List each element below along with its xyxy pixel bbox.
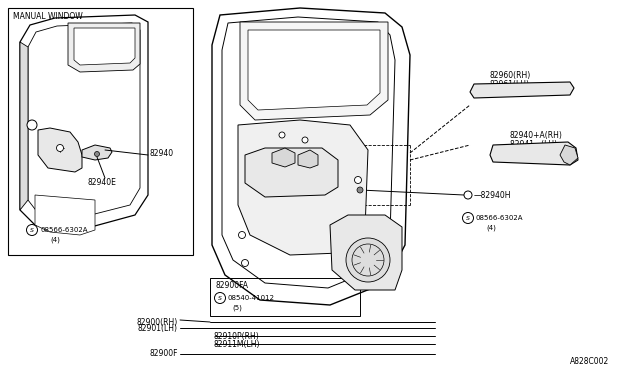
Polygon shape (8, 8, 193, 255)
Text: 82900F: 82900F (150, 350, 178, 359)
Polygon shape (82, 145, 112, 160)
Polygon shape (238, 120, 368, 255)
Circle shape (463, 212, 474, 224)
Text: MANUAL WINDOW: MANUAL WINDOW (13, 12, 83, 20)
Text: 82900(RH): 82900(RH) (137, 317, 178, 327)
Polygon shape (20, 15, 148, 230)
Polygon shape (272, 148, 295, 167)
Polygon shape (330, 215, 402, 290)
Circle shape (302, 137, 308, 143)
Polygon shape (74, 28, 135, 65)
Polygon shape (68, 23, 140, 72)
Polygon shape (298, 150, 318, 168)
Text: 08566-6302A: 08566-6302A (476, 215, 524, 221)
Text: 82961(LH): 82961(LH) (490, 80, 530, 89)
Polygon shape (470, 82, 574, 98)
Circle shape (214, 292, 225, 304)
Circle shape (355, 176, 362, 183)
Text: (4): (4) (486, 225, 496, 231)
Text: S: S (30, 228, 34, 232)
Text: S: S (218, 295, 222, 301)
Text: 82901(LH): 82901(LH) (138, 324, 178, 333)
Text: (4): (4) (50, 237, 60, 243)
Polygon shape (560, 145, 578, 165)
Text: (5): (5) (232, 305, 242, 311)
Text: 82960(RH): 82960(RH) (490, 71, 531, 80)
Text: 82940: 82940 (150, 148, 174, 157)
Text: 08566-6302A: 08566-6302A (40, 227, 88, 233)
Text: —82940H: —82940H (474, 190, 511, 199)
Text: 82900FA: 82900FA (215, 282, 248, 291)
Polygon shape (212, 8, 410, 305)
Polygon shape (35, 195, 95, 235)
Circle shape (26, 224, 38, 235)
Text: 82940+A(RH): 82940+A(RH) (510, 131, 563, 140)
Circle shape (241, 260, 248, 266)
Circle shape (95, 151, 99, 157)
Text: 08540-41012: 08540-41012 (228, 295, 275, 301)
Circle shape (464, 191, 472, 199)
Circle shape (346, 238, 390, 282)
Text: 82940E: 82940E (87, 177, 116, 186)
Polygon shape (20, 42, 28, 210)
Polygon shape (490, 142, 578, 165)
Text: A828C002: A828C002 (570, 357, 609, 366)
Circle shape (357, 187, 363, 193)
Circle shape (56, 144, 63, 151)
Polygon shape (245, 148, 338, 197)
Circle shape (27, 120, 37, 130)
Polygon shape (38, 128, 82, 172)
Text: 82910P(RH): 82910P(RH) (213, 331, 259, 340)
Text: 82911M(LH): 82911M(LH) (213, 340, 259, 349)
Polygon shape (248, 30, 380, 110)
Text: 82941   (LH): 82941 (LH) (510, 140, 557, 148)
Text: S: S (466, 215, 470, 221)
Circle shape (279, 132, 285, 138)
Circle shape (239, 231, 246, 238)
Polygon shape (240, 22, 388, 120)
